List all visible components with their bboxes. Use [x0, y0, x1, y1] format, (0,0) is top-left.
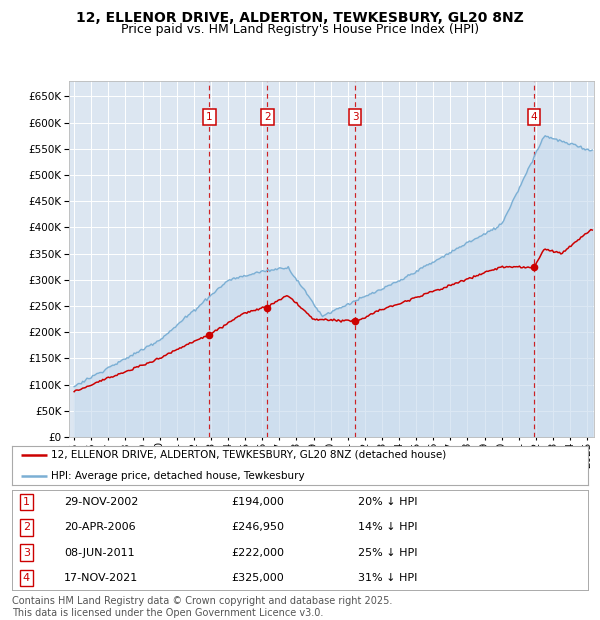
Text: 20-APR-2006: 20-APR-2006 [64, 523, 136, 533]
Text: 17-NOV-2021: 17-NOV-2021 [64, 573, 138, 583]
Text: 2: 2 [23, 523, 30, 533]
Text: 1: 1 [206, 112, 213, 122]
Text: Price paid vs. HM Land Registry's House Price Index (HPI): Price paid vs. HM Land Registry's House … [121, 23, 479, 36]
Text: 3: 3 [23, 547, 30, 557]
Text: 4: 4 [530, 112, 537, 122]
Text: 12, ELLENOR DRIVE, ALDERTON, TEWKESBURY, GL20 8NZ (detached house): 12, ELLENOR DRIVE, ALDERTON, TEWKESBURY,… [51, 450, 446, 460]
Text: HPI: Average price, detached house, Tewkesbury: HPI: Average price, detached house, Tewk… [51, 471, 305, 481]
Text: 08-JUN-2011: 08-JUN-2011 [64, 547, 134, 557]
Text: 31% ↓ HPI: 31% ↓ HPI [358, 573, 417, 583]
Text: 29-NOV-2002: 29-NOV-2002 [64, 497, 138, 507]
Text: 1: 1 [23, 497, 30, 507]
Text: £194,000: £194,000 [231, 497, 284, 507]
Text: 14% ↓ HPI: 14% ↓ HPI [358, 523, 417, 533]
Text: 25% ↓ HPI: 25% ↓ HPI [358, 547, 417, 557]
Text: £246,950: £246,950 [231, 523, 284, 533]
Text: 12, ELLENOR DRIVE, ALDERTON, TEWKESBURY, GL20 8NZ: 12, ELLENOR DRIVE, ALDERTON, TEWKESBURY,… [76, 11, 524, 25]
Text: 2: 2 [264, 112, 271, 122]
Text: 3: 3 [352, 112, 359, 122]
Text: £325,000: £325,000 [231, 573, 284, 583]
Text: 20% ↓ HPI: 20% ↓ HPI [358, 497, 417, 507]
Text: Contains HM Land Registry data © Crown copyright and database right 2025.
This d: Contains HM Land Registry data © Crown c… [12, 596, 392, 618]
Text: 4: 4 [23, 573, 30, 583]
Text: £222,000: £222,000 [231, 547, 284, 557]
